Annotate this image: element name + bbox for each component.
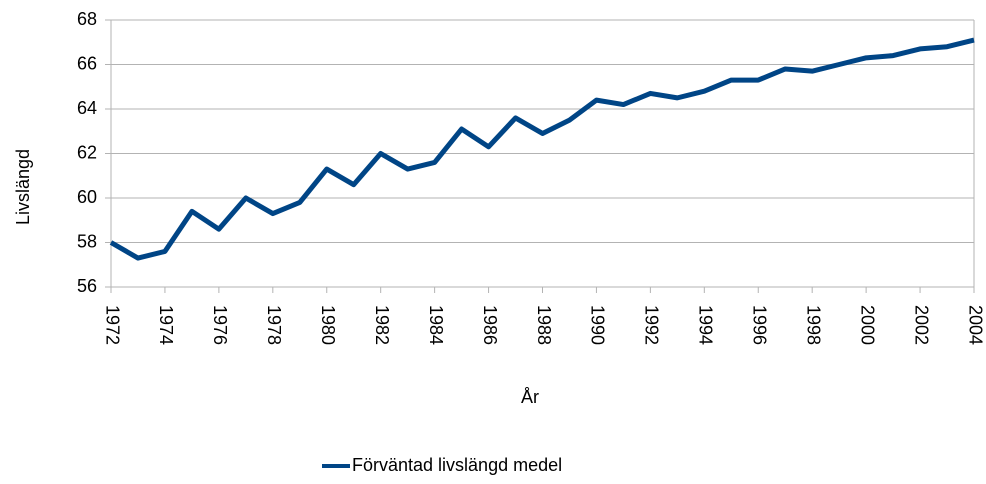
- y-tick-label: 58: [77, 231, 97, 251]
- y-tick-label: 62: [77, 142, 97, 162]
- data-line: [109, 37, 975, 261]
- x-tick-label: 2000: [857, 305, 877, 345]
- x-tick-label: 1972: [102, 305, 122, 345]
- y-tick-label: 56: [77, 276, 97, 296]
- x-tick-label: 1990: [588, 305, 608, 345]
- x-tick-label: 1974: [156, 305, 176, 345]
- x-tick-label: 1988: [534, 305, 554, 345]
- legend-label: Förväntad livslängd medel: [352, 455, 562, 475]
- y-tick-label: 64: [77, 98, 97, 118]
- x-tick-label: 1998: [803, 305, 823, 345]
- x-tick-label: 2004: [965, 305, 985, 345]
- x-axis-label: År: [521, 387, 539, 407]
- x-tick-label: 1980: [318, 305, 338, 345]
- x-tick-label: 1978: [264, 305, 284, 345]
- x-tick-label: 1994: [696, 305, 716, 345]
- y-tick-label: 66: [77, 53, 97, 73]
- x-tick-label: 1984: [426, 305, 446, 345]
- x-tick-label: 1976: [210, 305, 230, 345]
- x-tick-label: 1996: [750, 305, 770, 345]
- y-tick-label: 60: [77, 187, 97, 207]
- y-tick-label: 68: [77, 9, 97, 29]
- x-tick-label: 1982: [372, 305, 392, 345]
- y-axis-label: Livslängd: [13, 149, 33, 225]
- x-tick-label: 2002: [911, 305, 931, 345]
- x-tick-label: 1992: [642, 305, 662, 345]
- x-tick-label: 1986: [480, 305, 500, 345]
